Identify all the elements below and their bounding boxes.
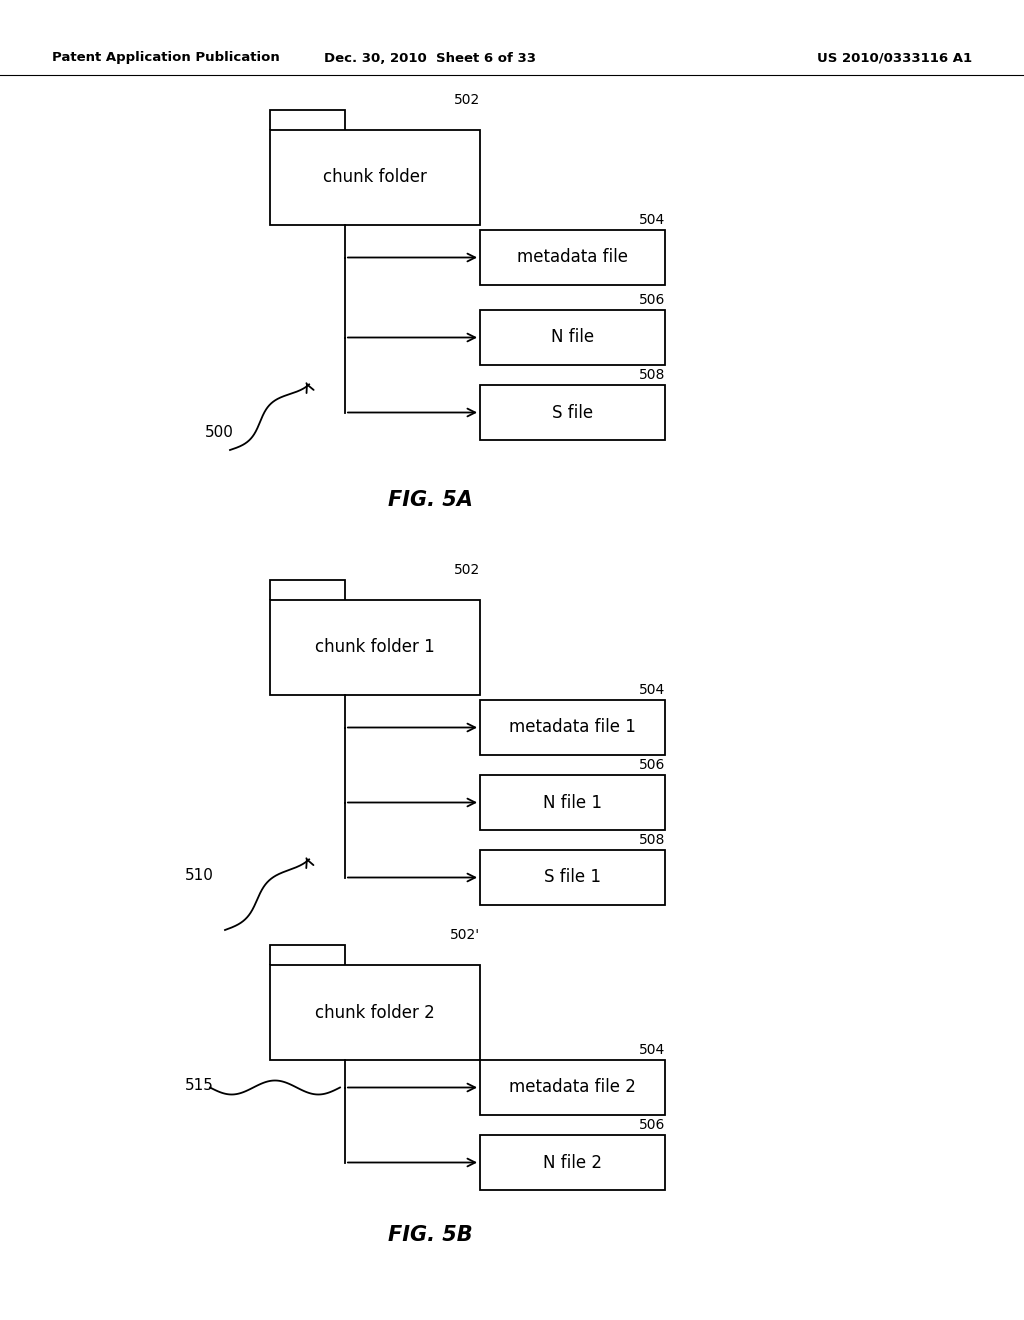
Text: N file 1: N file 1: [543, 793, 602, 812]
Bar: [480, 700, 665, 755]
Text: metadata file 1: metadata file 1: [509, 718, 636, 737]
Text: chunk folder 2: chunk folder 2: [315, 1003, 435, 1022]
Bar: [480, 850, 665, 906]
Bar: [480, 230, 665, 285]
Text: 508: 508: [639, 368, 665, 381]
Text: FIG. 5A: FIG. 5A: [387, 490, 472, 510]
Text: N file 2: N file 2: [543, 1154, 602, 1172]
Text: Dec. 30, 2010  Sheet 6 of 33: Dec. 30, 2010 Sheet 6 of 33: [324, 51, 536, 65]
Bar: [480, 1060, 665, 1115]
Bar: [480, 385, 665, 440]
Text: metadata file 2: metadata file 2: [509, 1078, 636, 1097]
Text: S file 1: S file 1: [544, 869, 601, 887]
Text: S file: S file: [552, 404, 593, 421]
Text: 508: 508: [639, 833, 665, 847]
Text: 504: 504: [639, 1043, 665, 1057]
Text: 504: 504: [639, 213, 665, 227]
Bar: [270, 965, 480, 1060]
Text: 502: 502: [454, 92, 480, 107]
Text: Patent Application Publication: Patent Application Publication: [52, 51, 280, 65]
Text: N file: N file: [551, 329, 594, 346]
Bar: [270, 601, 480, 696]
Text: US 2010/0333116 A1: US 2010/0333116 A1: [817, 51, 972, 65]
Text: 506: 506: [639, 758, 665, 772]
Text: 502: 502: [454, 564, 480, 577]
Text: 500: 500: [205, 425, 233, 440]
Bar: [480, 1135, 665, 1191]
Text: 502': 502': [450, 928, 480, 942]
Text: 504: 504: [639, 682, 665, 697]
Text: 510: 510: [185, 867, 214, 883]
Text: chunk folder 1: chunk folder 1: [315, 639, 435, 656]
Bar: [270, 129, 480, 224]
Text: 515: 515: [185, 1077, 214, 1093]
Text: metadata file: metadata file: [517, 248, 628, 267]
Text: 506: 506: [639, 293, 665, 308]
Text: FIG. 5B: FIG. 5B: [388, 1225, 472, 1245]
Bar: [480, 310, 665, 366]
Bar: [480, 775, 665, 830]
Text: 506: 506: [639, 1118, 665, 1133]
Text: chunk folder: chunk folder: [323, 169, 427, 186]
